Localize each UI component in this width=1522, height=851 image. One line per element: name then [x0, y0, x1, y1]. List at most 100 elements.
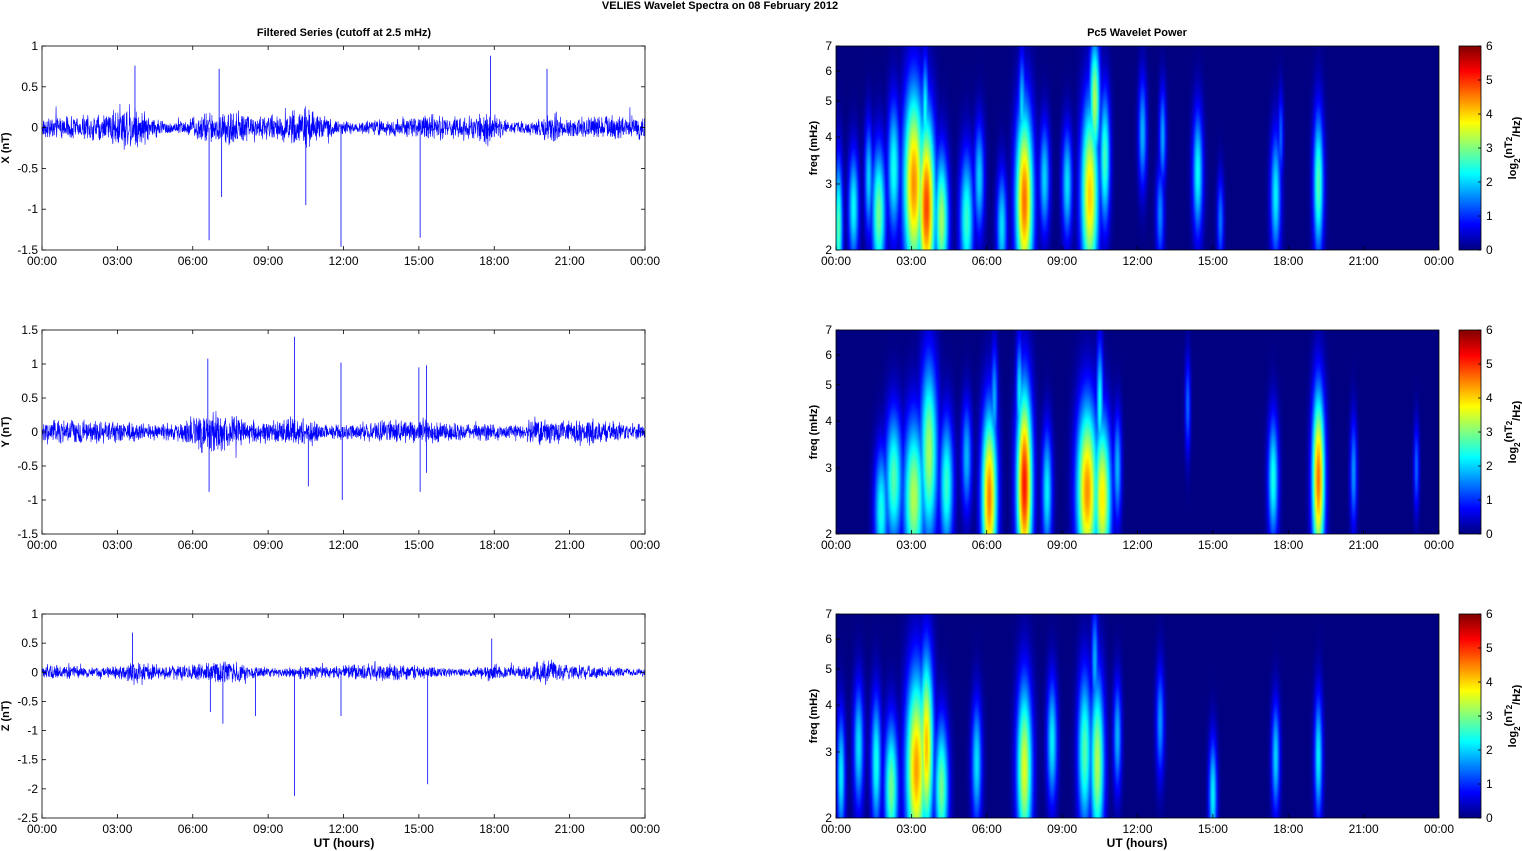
- x-tick-label: 03:00: [102, 254, 132, 268]
- y-tick-label: 4: [825, 414, 832, 428]
- colorbar-tick-label: 5: [1486, 73, 1493, 87]
- x-tick-label: 00:00: [1424, 822, 1454, 836]
- series-trace-z: [42, 659, 645, 686]
- x-tick-label: 15:00: [404, 254, 434, 268]
- wavelet-power-image: [836, 46, 1439, 250]
- x-tick-label: 00:00: [27, 254, 57, 268]
- x-tick-label: 00:00: [821, 254, 851, 268]
- colorbar-tick-label: 2: [1486, 459, 1493, 473]
- y-tick-label: 0: [31, 121, 38, 135]
- y-tick-label: 1: [31, 607, 38, 621]
- colorbar-tick-label: 1: [1486, 493, 1493, 507]
- y-tick-label: -2.5: [17, 811, 38, 825]
- figure-title: VELIES Wavelet Spectra on 08 February 20…: [602, 0, 838, 12]
- x-tick-label: 15:00: [1198, 254, 1228, 268]
- y-tick-label: 3: [825, 461, 832, 475]
- x-tick-label: 00:00: [821, 538, 851, 552]
- x-axis-label-right: UT (hours): [1107, 836, 1168, 850]
- y-tick-label: 0.5: [21, 80, 38, 94]
- y-tick-label: -1: [27, 493, 38, 507]
- x-tick-label: 15:00: [1198, 822, 1228, 836]
- x-tick-label: 03:00: [102, 822, 132, 836]
- x-tick-label: 18:00: [479, 538, 509, 552]
- x-tick-label: 09:00: [1047, 538, 1077, 552]
- x-tick-label: 12:00: [328, 254, 358, 268]
- x-tick-label: 21:00: [1349, 538, 1379, 552]
- x-tick-label: 00:00: [821, 822, 851, 836]
- colorbar-tick-label: 0: [1486, 527, 1493, 541]
- y-tick-label: 3: [825, 745, 832, 759]
- colorbar-tick-label: 3: [1486, 709, 1493, 723]
- x-tick-label: 21:00: [555, 822, 585, 836]
- y-tick-label: 0.5: [21, 636, 38, 650]
- y-tick-label: -1: [27, 202, 38, 216]
- colorbar-label: log2(nT2/Hz): [1503, 400, 1522, 463]
- right-column-title: Pc5 Wavelet Power: [1087, 27, 1188, 39]
- x-tick-label: 00:00: [630, 254, 660, 268]
- colorbar-tick-label: 4: [1486, 391, 1493, 405]
- x-tick-label: 00:00: [27, 538, 57, 552]
- x-tick-label: 03:00: [102, 538, 132, 552]
- colorbar-tick-label: 4: [1486, 107, 1493, 121]
- y-tick-label: -0.5: [17, 694, 38, 708]
- colorbar-tick-label: 2: [1486, 743, 1493, 757]
- y-tick-label: 4: [825, 130, 832, 144]
- wavelet-power-image: [836, 614, 1439, 818]
- y-tick-label: 5: [825, 94, 832, 108]
- x-tick-label: 21:00: [555, 538, 585, 552]
- x-tick-label: 06:00: [972, 538, 1002, 552]
- colorbar-tick-label: 2: [1486, 175, 1493, 189]
- colorbar-tick-label: 1: [1486, 209, 1493, 223]
- y-tick-label: -1.5: [17, 753, 38, 767]
- y-axis-label: Z (nT): [0, 700, 12, 731]
- y-tick-label: -2: [27, 782, 38, 796]
- y-axis-label: freq (mHz): [808, 404, 820, 459]
- colorbar: [1458, 45, 1482, 251]
- x-tick-label: 12:00: [328, 538, 358, 552]
- colorbar-label: log2(nT2/Hz): [1503, 684, 1522, 747]
- colorbar: [1458, 613, 1482, 819]
- y-tick-label: -1.5: [17, 243, 38, 257]
- y-tick-label: 6: [825, 348, 832, 362]
- x-tick-label: 18:00: [1273, 254, 1303, 268]
- y-tick-label: 1.5: [21, 323, 38, 337]
- x-tick-label: 21:00: [1349, 254, 1379, 268]
- colorbar-tick-label: 3: [1486, 141, 1493, 155]
- x-tick-label: 00:00: [630, 538, 660, 552]
- y-tick-label: 1: [31, 39, 38, 53]
- x-tick-label: 06:00: [972, 822, 1002, 836]
- x-tick-label: 21:00: [1349, 822, 1379, 836]
- x-tick-label: 15:00: [404, 822, 434, 836]
- x-tick-label: 09:00: [1047, 254, 1077, 268]
- y-axis-label: freq (mHz): [808, 120, 820, 175]
- plot-area: [42, 614, 645, 818]
- x-tick-label: 12:00: [328, 822, 358, 836]
- y-tick-label: 0: [31, 665, 38, 679]
- y-axis-label: Y (nT): [0, 416, 12, 447]
- series-panel-x: 10.50-0.5-1-1.500:00 03:00 06:00 09:00 12:00…: [0, 39, 660, 268]
- panels-group: 10.50-0.5-1-1.500:00 03:00 06:00 09:00 12:00…: [0, 39, 1522, 836]
- x-tick-label: 09:00: [253, 822, 283, 836]
- x-tick-label: 00:00: [1424, 538, 1454, 552]
- y-tick-label: 6: [825, 632, 832, 646]
- y-tick-label: 6: [825, 64, 832, 78]
- y-tick-label: 7: [825, 39, 832, 53]
- series-trace-y: [42, 411, 645, 458]
- x-tick-label: 09:00: [253, 254, 283, 268]
- y-tick-label: 2: [825, 811, 832, 825]
- colorbar-tick-label: 6: [1486, 39, 1493, 53]
- x-tick-label: 03:00: [896, 254, 926, 268]
- x-tick-label: 09:00: [1047, 822, 1077, 836]
- plot-area: [42, 46, 645, 250]
- y-tick-label: 5: [825, 378, 832, 392]
- y-tick-label: 7: [825, 607, 832, 621]
- colorbar-tick-label: 0: [1486, 243, 1493, 257]
- left-column-title: Filtered Series (cutoff at 2.5 mHz): [257, 27, 432, 39]
- x-tick-label: 06:00: [178, 822, 208, 836]
- x-tick-label: 18:00: [1273, 538, 1303, 552]
- y-tick-label: 7: [825, 323, 832, 337]
- colorbar-tick-label: 6: [1486, 323, 1493, 337]
